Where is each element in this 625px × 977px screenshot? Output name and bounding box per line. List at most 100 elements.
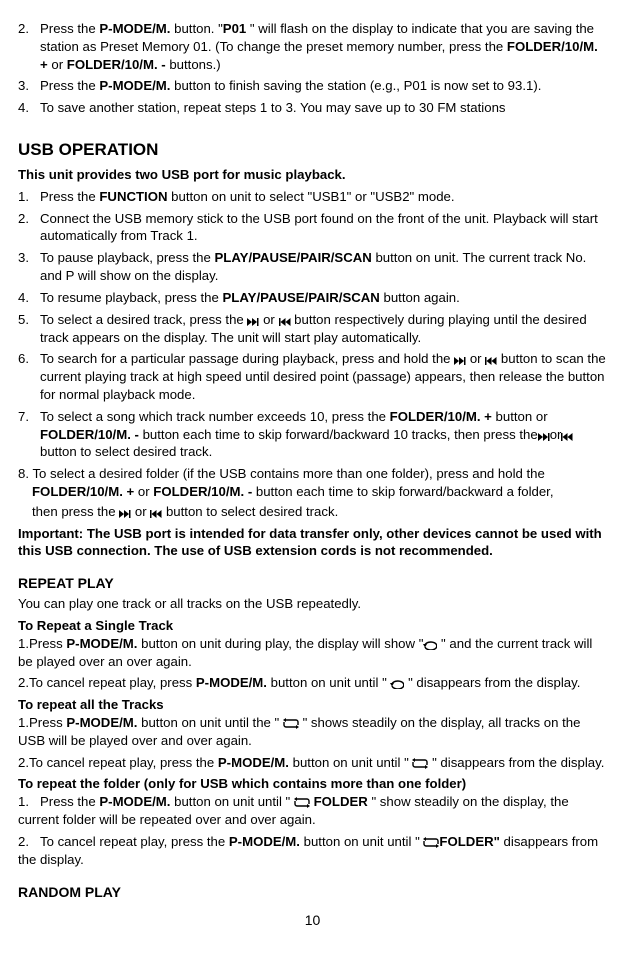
t: P-MODE/M. (99, 21, 170, 36)
list-num: 4. (18, 289, 40, 307)
list-num: 3. (18, 249, 40, 285)
list-num: 2. (18, 210, 40, 246)
repeat-one-icon (390, 679, 404, 689)
repeat-folder-2: 2. To cancel repeat play, press the P-MO… (18, 833, 607, 869)
list-text: Press the P-MODE/M. button to finish sav… (40, 77, 607, 95)
repeat-single-heading: To Repeat a Single Track (18, 617, 607, 635)
next-track-icon (454, 357, 466, 365)
t: button. " (170, 21, 222, 36)
repeat-folder-heading: To repeat the folder (only for USB which… (18, 775, 607, 793)
usb-step-1: 1. Press the FUNCTION button on unit to … (18, 188, 607, 206)
t: To resume playback, press the (40, 290, 223, 305)
list-num: 1. (18, 715, 29, 730)
list-num: 4. (18, 99, 40, 117)
preset-step-3: 3. Press the P-MODE/M. button to finish … (18, 77, 607, 95)
t: FOLDER/10/M. - (153, 484, 252, 499)
usb-operation-heading: USB OPERATION (18, 139, 607, 162)
t: Press the (40, 794, 99, 809)
repeat-all-icon (283, 718, 299, 729)
t: To search for a particular passage durin… (40, 351, 454, 366)
t: FOLDER/10/M. + (390, 409, 492, 424)
t: Press (29, 715, 66, 730)
repeat-intro: You can play one track or all tracks on … (18, 595, 607, 613)
list-num: 8. (18, 466, 29, 481)
t: P-MODE/M. (99, 78, 170, 93)
t: To select a desired folder (if the USB c… (32, 466, 544, 481)
t: P-MODE/M. (66, 636, 137, 651)
t: or (48, 57, 67, 72)
t: or (134, 484, 153, 499)
t: PLAY/PAUSE/PAIR/SCAN (223, 290, 380, 305)
t: P-MODE/M. (218, 755, 289, 770)
list-num: 2. (18, 834, 29, 849)
list-text: Press the P-MODE/M. button. "P01 " will … (40, 20, 607, 73)
repeat-all-icon (412, 758, 428, 769)
t: FOLDER/10/M. - (40, 427, 139, 442)
t: or (131, 504, 150, 519)
t: To cancel repeat play, press the (29, 755, 218, 770)
t: P-MODE/M. (229, 834, 300, 849)
t: button on unit until " (300, 834, 423, 849)
t: P-MODE/M. (66, 715, 137, 730)
t: or (259, 312, 278, 327)
t: Press the (40, 78, 99, 93)
t: To cancel repeat play, press (29, 675, 196, 690)
list-num: 1. (18, 636, 29, 651)
t: button each time to skip forward/backwar… (139, 427, 538, 442)
repeat-single-1: 1.Press P-MODE/M. button on unit during … (18, 635, 607, 671)
t: Press the (40, 21, 99, 36)
preset-step-2: 2. Press the P-MODE/M. button. "P01 " wi… (18, 20, 607, 73)
t: PLAY/PAUSE/PAIR/SCAN (214, 250, 371, 265)
page-number: 10 (18, 911, 607, 930)
t: buttons.) (166, 57, 221, 72)
t: FOLDER (310, 794, 368, 809)
t: Press the (40, 189, 99, 204)
list-text: Connect the USB memory stick to the USB … (40, 210, 607, 246)
t: button on unit during play, the display … (137, 636, 423, 651)
repeat-single-2: 2.To cancel repeat play, press P-MODE/M.… (18, 674, 607, 692)
t: P01 (223, 21, 246, 36)
t: P-MODE/M. (99, 794, 170, 809)
list-num: 2. (18, 755, 29, 770)
list-num: 2. (18, 675, 29, 690)
list-num: 7. (18, 408, 40, 461)
usb-step-5: 5. To select a desired track, press the … (18, 311, 607, 347)
repeat-one-icon (423, 640, 437, 650)
repeat-all-icon (294, 797, 310, 808)
usb-step-3: 3. To pause playback, press the PLAY/PAU… (18, 249, 607, 285)
list-num: 1. (18, 794, 29, 809)
list-num: 3. (18, 77, 40, 95)
usb-step-2: 2. Connect the USB memory stick to the U… (18, 210, 607, 246)
next-track-icon (119, 510, 131, 518)
next-track-icon (247, 318, 259, 326)
t: " disappears from the display. (404, 675, 580, 690)
usb-intro: This unit provides two USB port for musi… (18, 166, 607, 184)
t: P-MODE/M. (196, 675, 267, 690)
usb-step-7: 7. To select a song which track number e… (18, 408, 607, 461)
t: or (466, 351, 485, 366)
t: FOLDER/10/M. + (32, 484, 134, 499)
t: FOLDER/10/M. - (67, 57, 166, 72)
t: button on unit until the " (137, 715, 282, 730)
list-text: To search for a particular passage durin… (40, 350, 607, 403)
t: Press (29, 636, 66, 651)
t: FUNCTION (99, 189, 167, 204)
list-num: 2. (18, 20, 40, 73)
t: To cancel repeat play, press the (40, 834, 229, 849)
t: button to select desired track. (162, 504, 338, 519)
repeat-all-icon (423, 837, 439, 848)
list-text: To save another station, repeat steps 1 … (40, 99, 607, 117)
t: To select a song which track number exce… (40, 409, 390, 424)
usb-step-6: 6. To search for a particular passage du… (18, 350, 607, 403)
repeat-all-heading: To repeat all the Tracks (18, 696, 607, 714)
t: button on unit until " (267, 675, 390, 690)
random-play-heading: RANDOM PLAY (18, 883, 607, 902)
list-num: 6. (18, 350, 40, 403)
next-track-icon (538, 433, 550, 441)
usb-step-8: 8. To select a desired folder (if the US… (18, 465, 607, 520)
prev-track-icon (279, 318, 291, 326)
usb-important-note: Important: The USB port is intended for … (18, 525, 607, 561)
t: To pause playback, press the (40, 250, 214, 265)
repeat-play-heading: REPEAT PLAY (18, 574, 607, 593)
t: then press the (32, 504, 119, 519)
